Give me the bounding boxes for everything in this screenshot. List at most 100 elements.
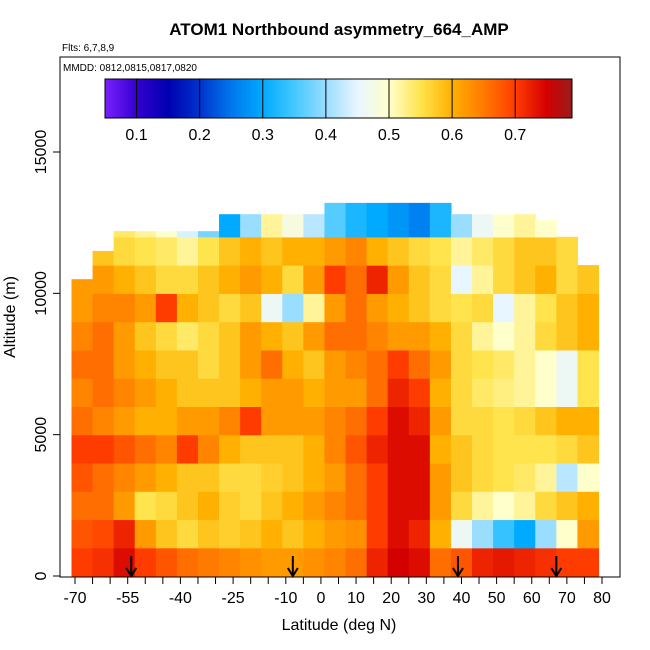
heat-cell [429,265,452,294]
heat-cell [366,378,389,407]
heat-cell [324,293,347,323]
heat-cell [556,378,579,407]
heat-cell [92,434,115,464]
colorbar-tick-label: 0.5 [378,127,400,144]
heat-cell [472,349,494,379]
heat-cell [219,214,241,238]
heat-cell [577,406,600,436]
heat-cell [345,265,368,294]
heat-cell [514,462,536,492]
heat-cell [219,236,241,266]
heat-cell [429,321,452,351]
heat-cell [493,434,515,464]
heat-cell [240,491,262,521]
heat-cell [408,236,431,266]
heat-cell [429,434,452,464]
heat-cell [240,265,262,294]
heat-cell [303,491,326,521]
x-tick-label: 60 [523,590,541,607]
heat-cell [303,349,326,379]
heat-cell [303,265,326,294]
y-tick-label: 15000 [33,130,50,175]
heat-cell [113,491,136,521]
heat-cell [345,434,368,464]
heat-cell [535,236,557,266]
heat-cell [429,202,452,238]
heat-cell [408,462,431,492]
heat-cell [113,236,136,266]
heat-cell [408,321,431,351]
heat-cell [219,378,241,407]
x-axis: -70 -55 -40 -25 -10 0 10 20 30 40 50 60 70 80 [63,577,611,607]
heat-cell [493,406,515,436]
heat-cell [303,462,326,492]
heat-cell [219,349,241,379]
heat-cell [577,547,600,577]
heat-cell [535,219,557,238]
heat-cell [71,321,94,351]
heat-cell [450,406,473,436]
heat-cell [429,349,452,379]
heat-cell [92,406,115,436]
heat-cell [450,214,473,238]
x-tick-label: 50 [488,590,506,607]
x-tick-label: 80 [593,590,611,607]
heat-cell [387,434,410,464]
x-tick-label: 70 [558,590,576,607]
colorbar-tick-label: 0.6 [441,127,463,144]
heat-cell [366,202,389,238]
heat-cell [282,321,304,351]
heat-cell [345,321,368,351]
heat-cell [219,265,241,294]
x-axis-label: Latitude (deg N) [282,617,397,634]
heat-cell [240,214,262,238]
heat-cell [366,406,389,436]
heat-cell [219,462,241,492]
heat-cell [240,293,262,323]
heat-cell [366,349,389,379]
heat-cell [134,434,157,464]
heat-cell [472,519,494,549]
heat-cell [197,491,220,521]
heat-cell [324,378,347,407]
heat-cell [134,378,157,407]
heat-cell [408,293,431,323]
heat-cell [282,214,304,238]
colorbar-tick-label: 0.4 [315,127,337,144]
heat-cell [429,236,452,266]
heat-cell [472,406,494,436]
heat-cell [113,321,136,351]
heat-cell [282,434,304,464]
heat-cell [197,434,220,464]
heat-cell [345,293,368,323]
heat-cell [92,293,115,323]
heat-cell [450,519,473,549]
heat-cell [577,293,600,323]
heat-cell [408,265,431,294]
heat-cell [408,378,431,407]
plot-frame [59,56,621,578]
heat-cell [176,406,199,436]
heat-cell [514,214,536,238]
y-tick-label: 0 [33,571,50,580]
heat-cell [366,236,389,266]
heat-cell [324,547,347,577]
heat-cell [261,406,283,436]
heat-cell [71,279,94,294]
heat-cell [387,236,410,266]
heat-cell [472,321,494,351]
flights-label: Flts: 6,7,8,9 [62,43,115,54]
x-tick-label: -55 [116,590,139,607]
heat-cell [261,214,283,238]
heat-cell [282,236,304,266]
heat-cell [514,293,536,323]
heat-cell [282,462,304,492]
heat-cell [261,236,283,266]
heat-cell [472,293,494,323]
heat-cell [514,265,536,294]
heat-cell [303,293,326,323]
heat-cell [387,293,410,323]
heat-cell [324,519,347,549]
heat-cell [261,547,283,577]
colorbar-tick-label: 0.2 [189,127,211,144]
